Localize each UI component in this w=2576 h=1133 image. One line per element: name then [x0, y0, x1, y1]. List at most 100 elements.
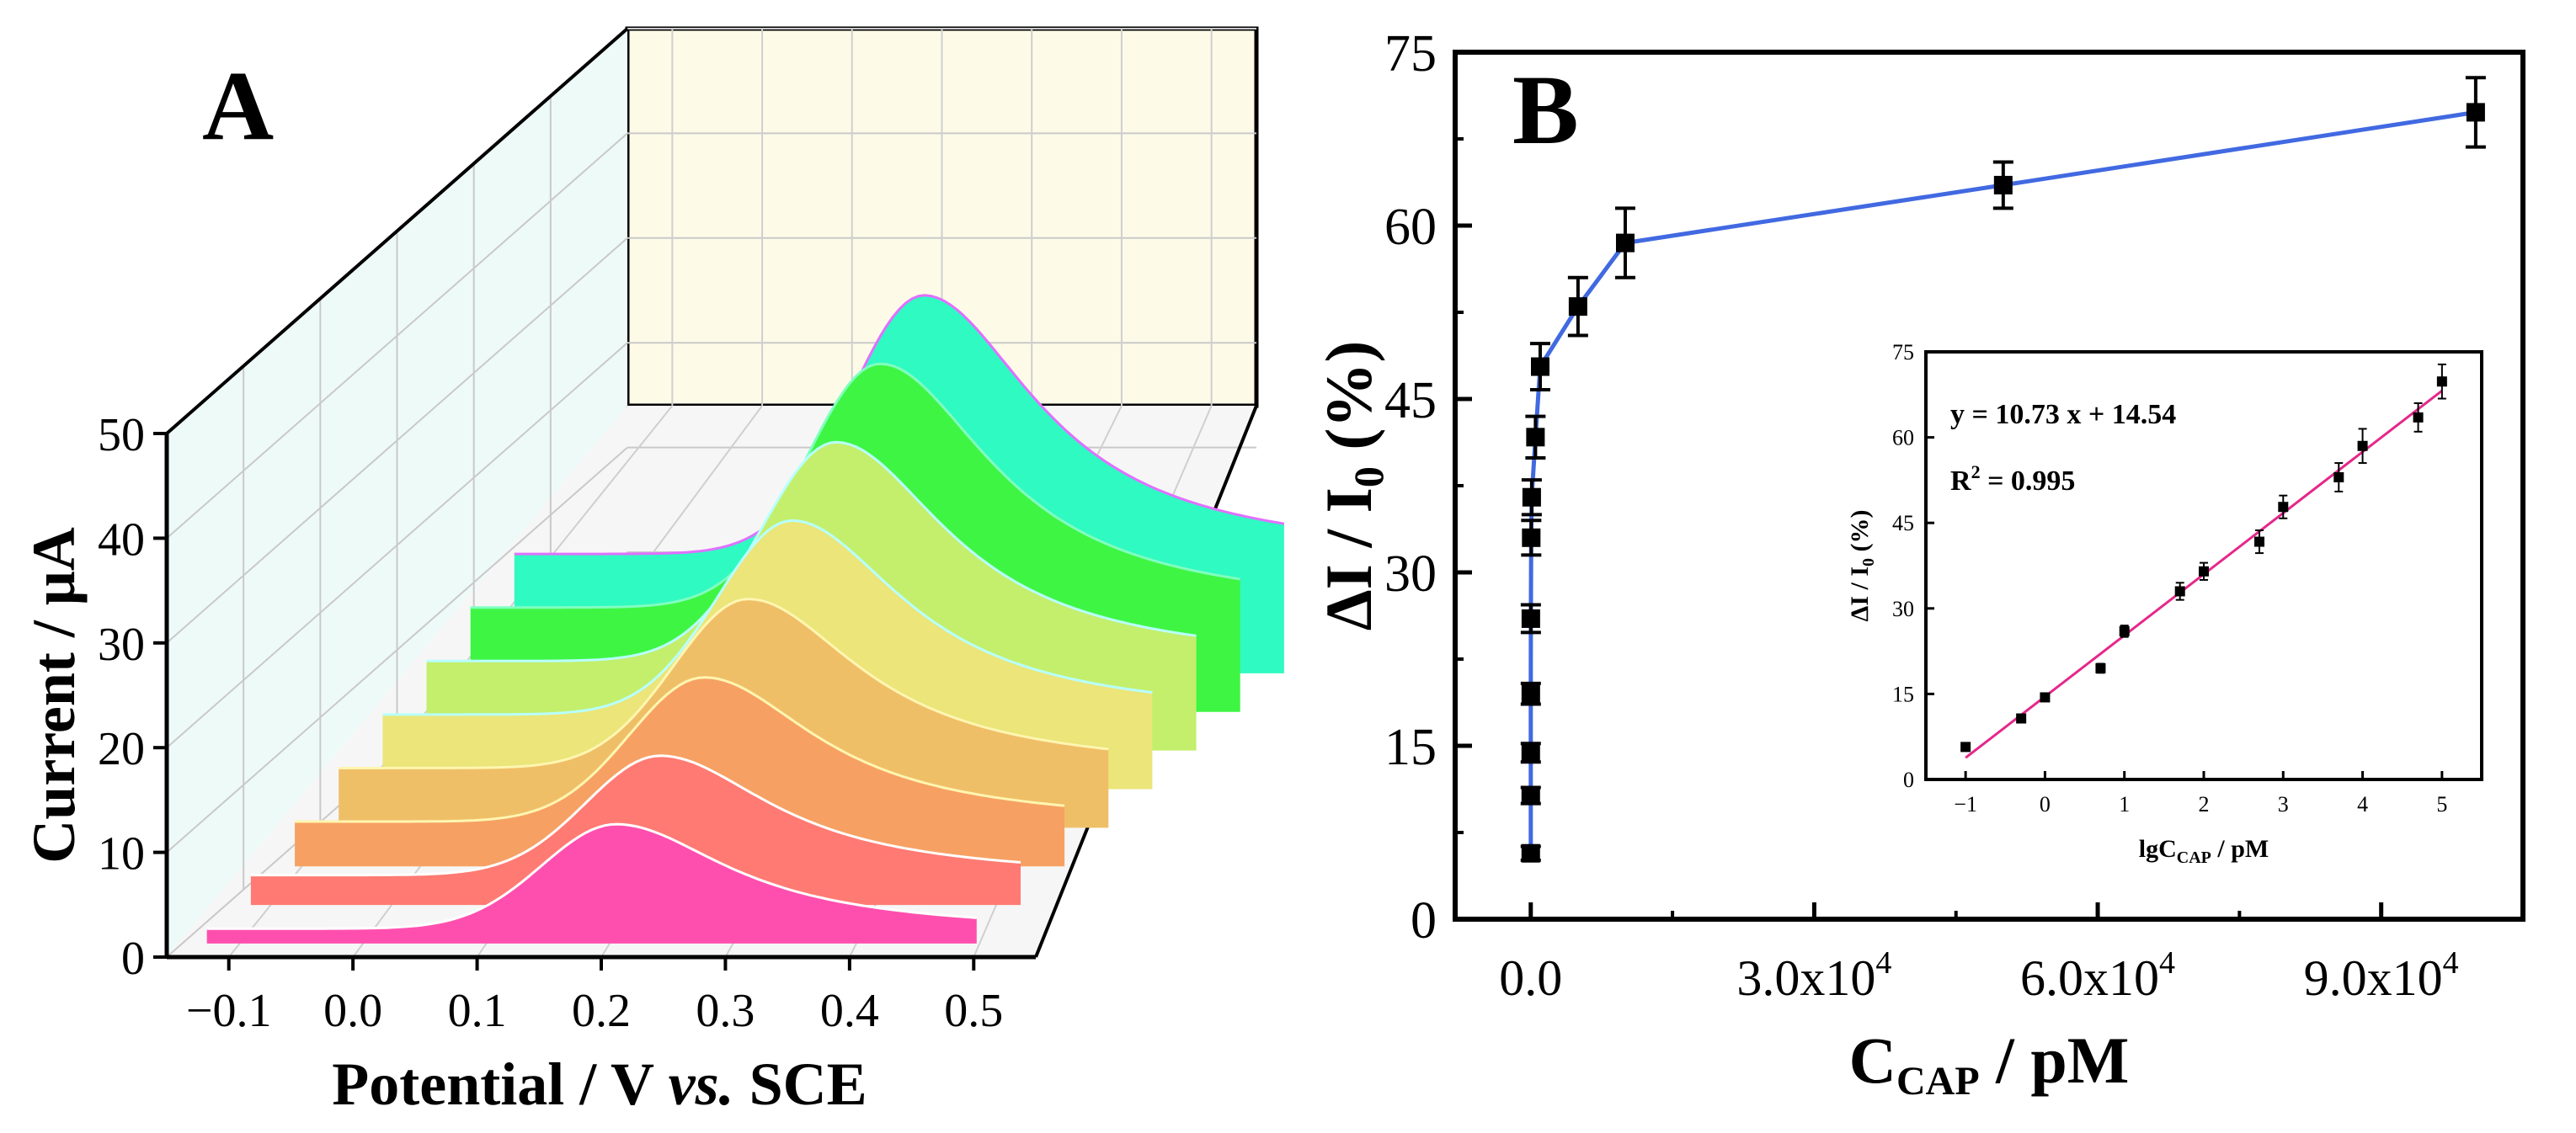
x-tick-label: 9.0x104 — [2304, 945, 2459, 1006]
panel-a-3d-chart: 0 10 20 30 40 50 −0.1 0.0 0.1 0.2 0.3 0.4 0.5 A Pote… — [20, 26, 1285, 1118]
data-point — [1521, 786, 1540, 806]
curve-edge — [295, 676, 1065, 823]
inset-data-point — [2199, 566, 2209, 577]
x-axis-label-b: CCAP / pM — [1849, 1024, 2130, 1104]
y-tick-label: 0 — [121, 933, 145, 985]
inset-series — [1960, 363, 2447, 759]
inset-y-sub: 0 — [1859, 558, 1878, 566]
x-label-part-1: Potential / V — [332, 1051, 668, 1118]
inset-x-tick-label: 4 — [2357, 792, 2368, 817]
inset-x-sub: CAP — [2177, 848, 2211, 867]
inset-data-point — [2333, 472, 2344, 483]
x-axis-label-a: Potential / V vs. SCE — [332, 1051, 867, 1118]
panel-a-ticks: 0 10 20 30 40 50 −0.1 0.0 0.1 0.2 0.3 0.4 0.5 — [98, 409, 1003, 1037]
inset-data-point — [2016, 713, 2027, 724]
voltammogram-curves — [206, 294, 1285, 944]
inset-y-tick-label: 15 — [1892, 682, 1914, 706]
curve-edge — [250, 754, 1021, 877]
y-label-main: ΔI / I — [1312, 487, 1385, 630]
inset-y-main: ΔI / I — [1846, 566, 1874, 622]
x-tick-label: 0.4 — [820, 985, 879, 1037]
curve-edge — [206, 822, 977, 930]
x-tick-base: 9.0x10 — [2304, 950, 2443, 1006]
x-label-part-3: SCE — [734, 1051, 867, 1118]
inset-x-label: lgCCAP / pM — [2139, 835, 2269, 867]
y-tick-label: 75 — [1384, 25, 1437, 82]
inset-x-tick-label: −1 — [1954, 792, 1977, 817]
inset-x-tick-label: 0 — [2040, 792, 2051, 817]
x-tick-exp: 4 — [2159, 945, 2175, 981]
curve-edge — [339, 598, 1109, 769]
inset-data-point — [2436, 376, 2447, 387]
r2-value: = 0.995 — [1981, 465, 2076, 497]
panel-b-series — [1520, 76, 2486, 863]
x-tick-label: 6.0x104 — [2020, 945, 2175, 1006]
data-point — [1521, 609, 1540, 628]
inset-data-point — [2413, 412, 2424, 423]
curve-edge — [382, 519, 1153, 716]
data-point — [1522, 487, 1541, 507]
panel-label-a: A — [202, 51, 274, 161]
inset-y-tick-label: 0 — [1903, 768, 1914, 792]
inset-x-tick-label: 2 — [2199, 792, 2210, 817]
curve-edge — [514, 294, 1285, 556]
y-label-sub: 0 — [1345, 466, 1392, 487]
x-tick-label: 0.0 — [323, 985, 382, 1037]
x-tick-label: 0.3 — [696, 985, 755, 1037]
y-tick-label: 0 — [1411, 892, 1437, 949]
x-tick-label: −0.1 — [186, 985, 272, 1037]
y-tick-label: 15 — [1384, 719, 1437, 776]
data-point — [1615, 233, 1635, 253]
y-tick-label: 10 — [98, 828, 145, 880]
x-tick-base: 6.0x10 — [2020, 950, 2159, 1006]
x-tick-base: 0.0 — [1499, 950, 1562, 1006]
inset-y-tick-label: 60 — [1892, 426, 1914, 450]
x-tick-base: 3.0x10 — [1736, 950, 1875, 1006]
y-tick-label: 60 — [1384, 199, 1437, 256]
x-tick-label: 0.5 — [944, 985, 1003, 1037]
x-tick-label: 0.1 — [448, 985, 507, 1037]
y-tick-label: 50 — [98, 409, 145, 461]
curve-edge — [426, 440, 1197, 662]
y-tick-label: 30 — [1384, 545, 1437, 603]
inset-data-point — [1960, 742, 1971, 753]
inset-y-tick-label: 45 — [1892, 511, 1914, 535]
data-point — [1521, 684, 1540, 704]
y-tick-label: 30 — [98, 619, 145, 671]
x-label-sub: CAP — [1896, 1059, 1980, 1104]
x-tick-label: 0.2 — [572, 985, 631, 1037]
y-axis-label-a: Current / μA — [20, 527, 88, 863]
inset-x-tick-label: 3 — [2278, 792, 2289, 817]
inset-y-label: ΔI / I0 (%) — [1846, 510, 1878, 622]
inset-data-point — [2254, 536, 2264, 547]
inset-y-rest: (%) — [1846, 510, 1874, 558]
curve-fill — [206, 824, 977, 944]
y-tick-label: 20 — [98, 723, 145, 775]
x-tick-exp: 4 — [1875, 945, 1891, 981]
r-squared: R2 = 0.995 — [1950, 461, 2075, 497]
data-point — [1521, 843, 1540, 863]
data-point — [1521, 743, 1540, 763]
inset-x-rest: / pM — [2211, 835, 2269, 863]
data-point — [1526, 428, 1545, 447]
data-point — [1568, 297, 1587, 316]
top-left-edge — [165, 27, 629, 435]
panel-label-b: B — [1512, 55, 1579, 165]
inset-data-point — [2040, 692, 2051, 703]
data-point — [1530, 357, 1549, 376]
y-label-rest: (%) — [1312, 341, 1385, 466]
y-tick-label: 40 — [98, 513, 145, 566]
x-label-part-2: vs. — [669, 1051, 734, 1118]
x-tick-label: 3.0x104 — [1736, 945, 1891, 1006]
data-point — [2466, 103, 2485, 122]
inset-y-tick-label: 75 — [1892, 340, 1914, 364]
inset-x-tick-label: 5 — [2436, 792, 2447, 817]
inset-data-point — [2357, 440, 2368, 451]
inset-data-point — [2095, 662, 2106, 673]
curve-edge — [470, 362, 1240, 609]
inset-data-point — [2278, 502, 2289, 513]
r2-exp: 2 — [1971, 461, 1981, 482]
